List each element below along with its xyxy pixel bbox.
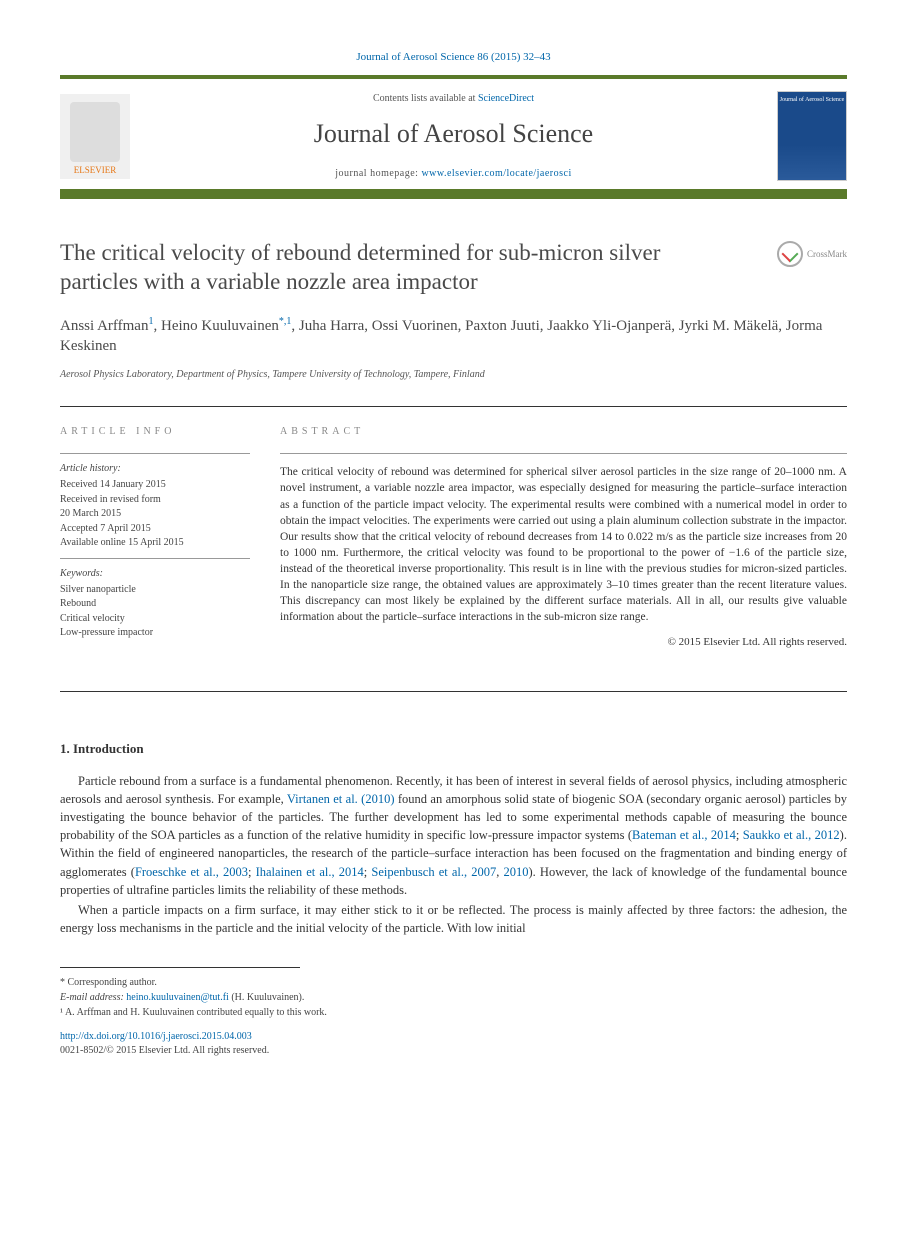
abstract-column: abstract The critical velocity of reboun… (280, 425, 847, 650)
article-history-label: Article history: (60, 462, 250, 476)
p1-text-e: ; (248, 865, 256, 879)
journal-cover-thumbnail: Journal of Aerosol Science (777, 91, 847, 181)
history-item: 20 March 2015 (60, 507, 250, 521)
history-item: Accepted 7 April 2015 (60, 522, 250, 536)
abstract-heading: abstract (280, 425, 847, 439)
history-item: Received 14 January 2015 (60, 478, 250, 492)
issn-copyright: 0021-8502/© 2015 Elsevier Ltd. All right… (60, 1044, 847, 1058)
p1-text-g: , (496, 865, 503, 879)
elsevier-tree-icon (70, 102, 120, 162)
abstract-text: The critical velocity of rebound was det… (280, 464, 847, 625)
footnote-equal-contribution: ¹ A. Arffman and H. Kuuluvainen contribu… (60, 1006, 847, 1020)
keyword-item: Low-pressure impactor (60, 626, 250, 640)
email-suffix: (H. Kuuluvainen). (229, 992, 305, 1003)
footnote-email: E-mail address: heino.kuuluvainen@tut.fi… (60, 991, 847, 1005)
divider-bottom (60, 691, 847, 692)
crossmark-badge[interactable]: CrossMark (777, 239, 847, 269)
ref-froeschke-2003[interactable]: Froeschke et al., 2003 (135, 865, 248, 879)
homepage-line: journal homepage: www.elsevier.com/locat… (130, 167, 777, 181)
footnote-corresponding: * Corresponding author. (60, 976, 847, 990)
crossmark-icon (777, 241, 803, 267)
ref-saukko-2012[interactable]: Saukko et al., 2012 (743, 828, 840, 842)
email-link[interactable]: heino.kuuluvainen@tut.fi (126, 992, 229, 1003)
ab-divider (280, 453, 847, 454)
ref-ihalainen-2014[interactable]: Ihalainen et al., 2014 (256, 865, 364, 879)
journal-header-box: ELSEVIER Contents lists available at Sci… (60, 75, 847, 199)
ref-seipenbusch-2010[interactable]: 2010 (504, 865, 529, 879)
doi-link[interactable]: http://dx.doi.org/10.1016/j.jaerosci.201… (60, 1031, 252, 1042)
elsevier-logo: ELSEVIER (60, 94, 130, 179)
ref-bateman-2014[interactable]: Bateman et al., 2014 (632, 828, 736, 842)
contents-line: Contents lists available at ScienceDirec… (130, 92, 777, 106)
ref-virtanen-2010[interactable]: Virtanen et al. (2010) (287, 792, 395, 806)
affiliation: Aerosol Physics Laboratory, Department o… (60, 368, 847, 382)
sciencedirect-link[interactable]: ScienceDirect (478, 93, 534, 104)
authors-list: Anssi Arffman1, Heino Kuuluvainen*,1, Ju… (60, 315, 847, 357)
ref-seipenbusch-2007[interactable]: Seipenbusch et al., 2007 (371, 865, 496, 879)
article-info-heading: article info (60, 425, 250, 439)
history-item: Available online 15 April 2015 (60, 536, 250, 550)
footnotes-rule (60, 967, 300, 974)
keyword-item: Silver nanoparticle (60, 583, 250, 597)
section-1-heading: 1. Introduction (60, 740, 847, 758)
homepage-link[interactable]: www.elsevier.com/locate/jaerosci (421, 168, 571, 179)
journal-name: Journal of Aerosol Science (130, 116, 777, 152)
keyword-item: Critical velocity (60, 612, 250, 626)
abstract-copyright: © 2015 Elsevier Ltd. All rights reserved… (280, 635, 847, 650)
keywords-label: Keywords: (60, 567, 250, 581)
email-label: E-mail address: (60, 992, 126, 1003)
paragraph-2: When a particle impacts on a firm surfac… (60, 901, 847, 937)
author-1: Anssi Arffman (60, 318, 148, 334)
ai-divider-2 (60, 558, 250, 559)
elsevier-logo-text: ELSEVIER (74, 164, 117, 177)
article-title: The critical velocity of rebound determi… (60, 239, 700, 297)
history-item: Received in revised form (60, 493, 250, 507)
p1-text-c: ; (736, 828, 743, 842)
homepage-prefix: journal homepage: (335, 168, 421, 179)
author-sep: , (153, 318, 161, 334)
ai-divider-1 (60, 453, 250, 454)
citation-line: Journal of Aerosol Science 86 (2015) 32–… (60, 50, 847, 65)
keyword-item: Rebound (60, 597, 250, 611)
author-2: Heino Kuuluvainen (161, 318, 279, 334)
body-text: Particle rebound from a surface is a fun… (60, 772, 847, 937)
contents-prefix: Contents lists available at (373, 93, 478, 104)
crossmark-label: CrossMark (807, 248, 847, 261)
divider-top (60, 406, 847, 407)
paragraph-1: Particle rebound from a surface is a fun… (60, 772, 847, 899)
article-info-column: article info Article history: Received 1… (60, 425, 250, 650)
